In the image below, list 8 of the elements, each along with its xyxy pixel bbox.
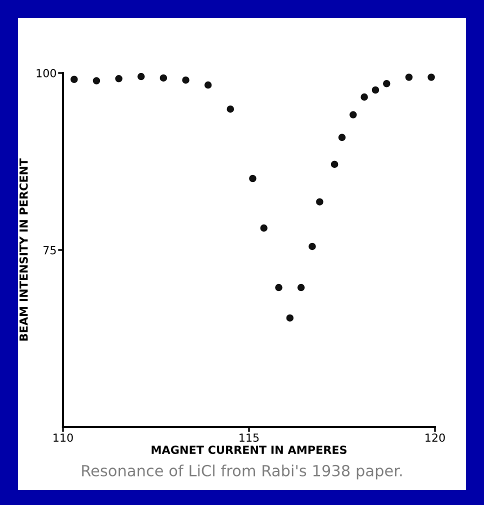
x-tick-label: 115 — [240, 434, 259, 442]
x-tick-label: 120 — [426, 433, 445, 442]
y-tick-label: 75 — [44, 246, 56, 254]
y-axis-title: BEAM INTENSITY IN PERCENT — [19, 158, 28, 341]
x-tick-label: 110 — [54, 433, 73, 442]
x-axis-title: MAGNET CURRENT IN AMPERES — [152, 446, 346, 454]
y-tick-label: 100 — [36, 68, 56, 78]
text: Resonance of LiCl from Rabi's 1938 paper. — [82, 464, 402, 480]
